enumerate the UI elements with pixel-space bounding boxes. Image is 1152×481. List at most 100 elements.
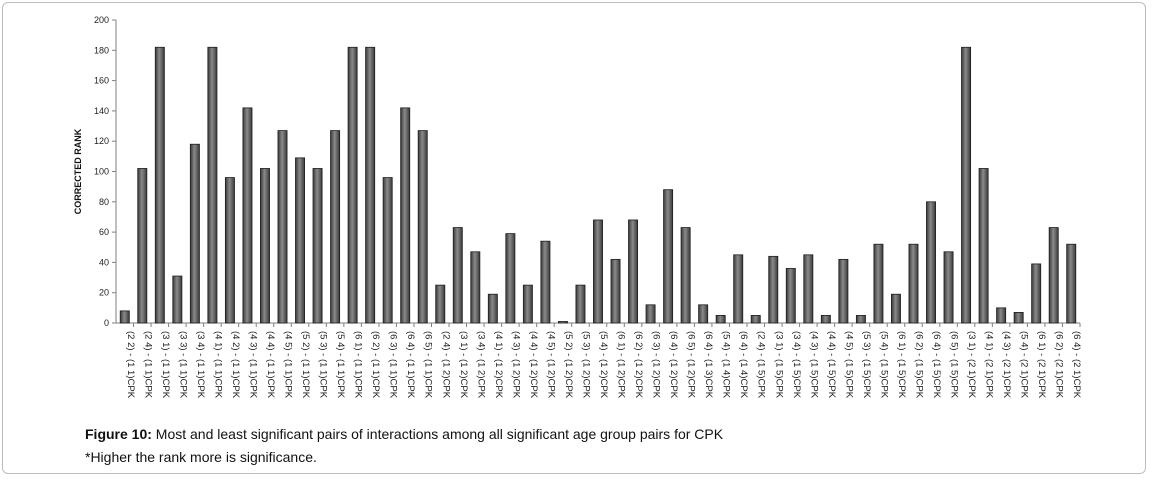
y-tick-label: 140 <box>94 106 109 116</box>
y-tick-label: 120 <box>94 136 109 146</box>
x-tick-label: (6 4) - (1 2)CPK <box>668 331 679 399</box>
x-tick-label: (6 3) - (1 2)CPK <box>651 331 662 399</box>
bar <box>312 168 323 324</box>
x-tick-label: (6 5) - (1 5)CPK <box>949 331 960 399</box>
bar <box>1031 263 1042 324</box>
x-tick-label: (3 1) - (1 2)CPK <box>458 331 469 399</box>
bar <box>820 315 831 324</box>
x-tick-label: (3 3) - (1 1)CPK <box>177 331 188 399</box>
bar <box>873 243 884 324</box>
bar <box>277 130 288 324</box>
bar <box>838 258 849 324</box>
x-tick-label: (6 1) - (1 1)CPK <box>353 331 364 399</box>
x-tick-label: (4 2) - (1 1)CPK <box>230 331 241 399</box>
bar <box>961 46 972 324</box>
bar <box>400 107 411 324</box>
x-tick-label: (5 4) - (2 1)CPK <box>1019 331 1030 399</box>
y-tick-label: 0 <box>104 318 109 328</box>
bar <box>733 254 744 324</box>
caption-text: Most and least significant pairs of inte… <box>151 426 724 442</box>
bar <box>470 251 481 324</box>
x-tick-label: (6 5) - (1 2)CPK <box>686 331 697 399</box>
x-tick-label: (4 5) - (1 1)CPK <box>283 331 294 399</box>
x-tick-label: (4 4) - (1 5)CPK <box>826 331 837 399</box>
bar <box>505 233 516 324</box>
x-tick-label: (3 1) - (1 1)CPK <box>160 331 171 399</box>
bar <box>295 157 305 324</box>
x-tick-label: (6 4) - (2 1)CPK <box>1071 331 1082 399</box>
bar <box>487 293 498 324</box>
bar <box>628 219 639 324</box>
x-tick-label: (6 2) - (2 1)CPK <box>1054 331 1065 399</box>
x-tick-label: (6 2) - (1 2)CPK <box>633 331 644 399</box>
bar <box>207 46 218 324</box>
bar <box>330 130 341 324</box>
x-tick-label: (6 1) - (2 1)CPK <box>1036 331 1047 399</box>
x-tick-label: (3 4) - (1 5)CPK <box>791 331 802 399</box>
bar <box>1013 311 1024 324</box>
bar <box>698 304 709 324</box>
bar <box>557 321 568 324</box>
bar <box>593 219 603 324</box>
x-tick-label: (4 1) - (1 2)CPK <box>493 331 504 399</box>
bar <box>260 168 270 324</box>
bar <box>189 143 200 324</box>
bar <box>715 315 726 324</box>
x-tick-label: (6 2) - (1 1)CPK <box>370 331 381 399</box>
x-tick-label: (4 1) - (1 1)CPK <box>212 331 223 399</box>
x-tick-label: (6 1) - (1 2)CPK <box>616 331 627 399</box>
bar <box>768 255 779 324</box>
bar <box>996 307 1007 324</box>
bar <box>540 240 551 324</box>
y-tick-label: 60 <box>99 227 109 237</box>
x-tick-label: (5 4) - (1 2)CPK <box>598 331 609 399</box>
x-tick-label: (5 3) - (1 1)CPK <box>318 331 329 399</box>
x-tick-label: (4 3) - (1 1)CPK <box>247 331 258 399</box>
x-tick-label: (3 4) - (1 1)CPK <box>195 331 206 399</box>
y-tick-label: 40 <box>99 257 109 267</box>
x-tick-label: (5 3) - (1 5)CPK <box>861 331 872 399</box>
x-tick-label: (4 1) - (2 1)CPK <box>984 331 995 399</box>
bar <box>926 201 936 324</box>
bar <box>435 284 446 324</box>
x-tick-label: (3 1) - (2 1)CPK <box>966 331 977 399</box>
bar <box>943 251 954 324</box>
x-tick-label: (2 2) - (1 1)CPK <box>125 331 136 399</box>
x-tick-label: (6 4) - (1 1)CPK <box>405 331 416 399</box>
caption-label: Figure 10: <box>85 426 152 442</box>
bar <box>575 284 586 324</box>
x-tick-label: (3 4) - (1 2)CPK <box>475 331 486 399</box>
y-tick-label: 100 <box>94 167 109 177</box>
x-tick-label: (4 4) - (1 2)CPK <box>528 331 539 399</box>
bar <box>891 293 901 324</box>
bar <box>137 168 148 324</box>
x-tick-label: (4 3) - (1 2)CPK <box>510 331 521 399</box>
x-tick-label: (4 3) - (1 5)CPK <box>808 331 819 399</box>
x-tick-label: (6 4) - (1 5)CPK <box>931 331 942 399</box>
bar <box>750 315 761 324</box>
x-tick-label: (5 2) - (1 2)CPK <box>563 331 574 399</box>
bar <box>855 315 866 324</box>
bar <box>522 284 533 324</box>
x-tick-label: (6 4) - (1 4)CPK <box>738 331 749 399</box>
y-axis-title: CORRECTED RANK <box>73 128 83 214</box>
bar <box>1048 227 1059 324</box>
x-tick-label: (4 3) - (2 1)CPK <box>1001 331 1012 399</box>
x-tick-label: (2 4) - (1 1)CPK <box>142 331 153 399</box>
bar <box>417 130 428 324</box>
x-tick-label: (4 5) - (1 5)CPK <box>843 331 854 399</box>
y-tick-label: 180 <box>94 45 109 55</box>
bar <box>785 268 796 324</box>
bar <box>382 177 393 324</box>
bar <box>908 243 919 324</box>
bar <box>610 258 621 324</box>
bar <box>680 227 691 324</box>
bar <box>978 168 989 324</box>
x-tick-label: (2 4) - (1 2)CPK <box>440 331 451 399</box>
bar <box>154 46 165 324</box>
bar <box>803 254 814 324</box>
x-tick-label: (6 4) - (1 3)CPK <box>703 331 714 399</box>
bar <box>1066 243 1077 324</box>
y-tick-label: 160 <box>94 76 109 86</box>
x-tick-label: (2 4) - (1 5)CPK <box>756 331 767 399</box>
